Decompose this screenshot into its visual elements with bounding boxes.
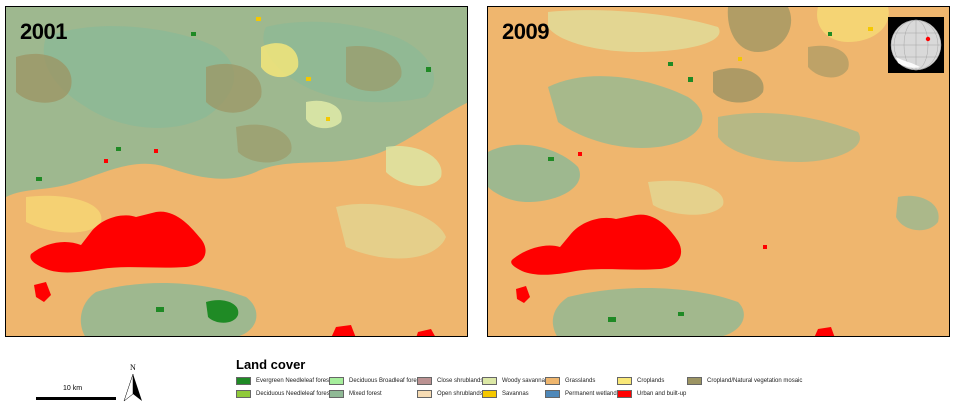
legend-label: Evergreen Needleleaf forest: [256, 378, 331, 384]
legend-swatch: [482, 377, 497, 385]
land-cover-map-2009: [488, 7, 949, 336]
legend-item: Deciduous Needleleaf forest: [236, 389, 331, 399]
legend-label: Urban and built-up: [637, 391, 687, 397]
north-label: N: [130, 363, 136, 372]
legend-label: Close shrublands: [437, 378, 484, 384]
legend-label: Deciduous Needleleaf forest: [256, 391, 332, 397]
legend-item: Croplands: [617, 376, 664, 386]
legend-label: Mixed forest: [349, 391, 382, 397]
legend-title: Land cover: [236, 357, 306, 372]
legend-swatch: [329, 377, 344, 385]
legend-label: Permanent wetlands: [565, 391, 620, 397]
legend-label: Cropland/Natural vegetation mosaic: [707, 378, 803, 384]
legend-item: Mixed forest: [329, 389, 382, 399]
legend-swatch: [617, 390, 632, 398]
map-panel-2009: 2009: [487, 6, 950, 337]
scale-label: 10 km: [63, 385, 83, 392]
legend-label: Woody savannas: [502, 378, 548, 384]
legend-item: Woody savannas: [482, 376, 548, 386]
land-cover-map-2001: [6, 7, 467, 336]
year-label: 2009: [502, 19, 549, 44]
locator-globe: [888, 17, 944, 73]
legend-item: Evergreen Needleleaf forest: [236, 376, 331, 386]
legend-item: Grasslands: [545, 376, 595, 386]
legend-label: Savannas: [502, 391, 529, 397]
legend-item: Urban and built-up: [617, 389, 686, 399]
globe-icon: [890, 19, 942, 71]
legend-swatch: [687, 377, 702, 385]
legend-swatch: [417, 377, 432, 385]
legend-label: Croplands: [637, 378, 665, 384]
legend-label: Grasslands: [565, 378, 596, 384]
legend-item: Cropland/Natural vegetation mosaic: [687, 376, 802, 386]
legend-swatch: [545, 377, 560, 385]
year-label: 2001: [20, 19, 67, 44]
legend-item: Permanent wetlands: [545, 389, 620, 399]
legend-swatch: [617, 377, 632, 385]
north-arrow: N: [121, 363, 145, 403]
legend-swatch: [236, 390, 251, 398]
legend-item: Savannas: [482, 389, 529, 399]
legend-item: Open shrublands: [417, 389, 483, 399]
north-arrow-icon: [123, 373, 142, 402]
legend-swatch: [482, 390, 497, 398]
legend-swatch: [417, 390, 432, 398]
legend-item: Close shrublands: [417, 376, 483, 386]
scale-line: [36, 397, 116, 400]
map-panel-2001: 2001: [5, 6, 468, 337]
legend-swatch: [329, 390, 344, 398]
legend-label: Deciduous Broadleaf forest: [349, 378, 422, 384]
legend-item: Deciduous Broadleaf forest: [329, 376, 421, 386]
legend-swatch: [545, 390, 560, 398]
legend-swatch: [236, 377, 251, 385]
legend-label: Open shrublands: [437, 391, 483, 397]
